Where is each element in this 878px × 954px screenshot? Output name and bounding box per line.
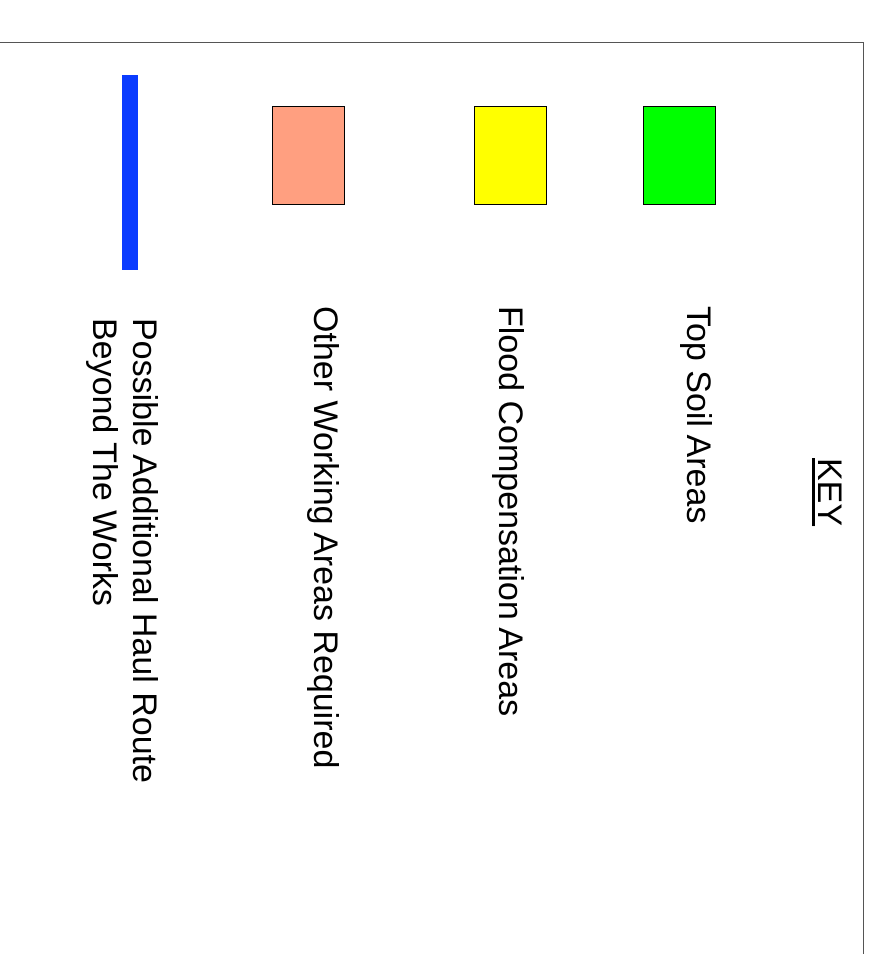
other-working-areas-label: Other Working Areas Required <box>306 306 344 769</box>
flood-compensation-label: Flood Compensation Areas <box>491 306 529 717</box>
flood-compensation-swatch <box>474 106 547 205</box>
panel-border-right <box>863 42 864 954</box>
other-working-areas-swatch <box>272 106 345 205</box>
panel-border-top <box>0 42 864 43</box>
legend-title: KEY <box>810 458 848 527</box>
haul-route-label: Possible Additional Haul Route Beyond Th… <box>85 318 163 783</box>
top-soil-swatch <box>643 106 716 205</box>
haul-route-line-swatch <box>122 75 138 270</box>
top-soil-label: Top Soil Areas <box>679 306 717 524</box>
